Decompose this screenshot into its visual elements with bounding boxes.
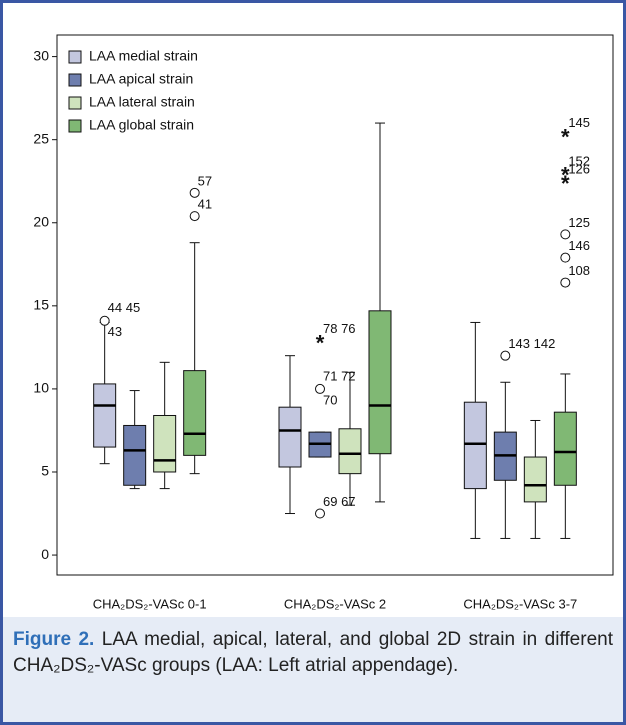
- y-tick-label: 10: [33, 380, 49, 396]
- legend-label: LAA global strain: [89, 117, 194, 133]
- box: [553, 411, 577, 486]
- outlier-label: 143 142: [508, 336, 555, 351]
- y-tick-label: 5: [41, 463, 49, 479]
- box: [278, 406, 302, 468]
- outlier-label: 152: [568, 153, 590, 168]
- legend-swatch: [68, 50, 82, 64]
- x-tick-label: CHA₂DS₂-VASc 0-1: [93, 596, 207, 611]
- legend-label: LAA medial strain: [89, 48, 198, 64]
- box: [183, 370, 207, 456]
- legend-swatch: [68, 73, 82, 87]
- outlier-star: *: [561, 171, 570, 196]
- outlier-label: 78 76: [323, 321, 356, 336]
- box: [123, 424, 147, 486]
- y-tick-label: 25: [33, 130, 49, 146]
- outlier: [315, 508, 325, 519]
- outlier-star: *: [561, 125, 570, 150]
- legend-label: LAA apical strain: [89, 71, 193, 87]
- outlier-star: *: [316, 331, 325, 356]
- legend-label: LAA lateral strain: [89, 94, 195, 110]
- box: [338, 428, 362, 475]
- x-tick-label: CHA₂DS₂-VASc 2: [284, 596, 386, 611]
- outlier-label: 146: [568, 238, 590, 253]
- outlier-label: 145: [568, 115, 590, 130]
- y-tick-label: 20: [33, 213, 49, 229]
- legend-swatch: [68, 96, 82, 110]
- y-tick-label: 0: [41, 546, 49, 562]
- outlier-label: 126: [568, 162, 590, 177]
- outlier-label: 125: [568, 215, 590, 230]
- caption-label: Figure 2.: [13, 629, 95, 650]
- outlier-label: 44 45: [108, 300, 141, 315]
- outlier: [560, 277, 571, 288]
- outlier: [99, 315, 110, 326]
- outlier-label: 41: [198, 197, 212, 212]
- caption-text: LAA medial, apical, lateral, and global …: [13, 629, 613, 676]
- box: [368, 310, 392, 455]
- outlier: [315, 383, 325, 394]
- outlier-star: *: [561, 163, 570, 188]
- box: [153, 414, 177, 473]
- outlier-label: 70: [323, 392, 337, 407]
- outlier-label: 108: [568, 263, 590, 278]
- outlier: [560, 229, 571, 240]
- outlier-label: 43: [108, 324, 122, 339]
- caption: Figure 2. LAA medial, apical, lateral, a…: [3, 617, 623, 722]
- box: [523, 456, 547, 503]
- x-tick-label: CHA₂DS₂-VASc 3-7: [463, 596, 577, 611]
- outlier: [189, 187, 200, 198]
- outlier: [500, 350, 511, 361]
- chart: 0 5 10 15 20 25 30 CHA₂DS₂-VASc 0-1 44 45 43 57 41 C…: [33, 34, 614, 611]
- outlier: [560, 252, 571, 263]
- outlier-label: 57: [198, 173, 212, 188]
- legend-swatch: [68, 119, 82, 133]
- box: [463, 401, 487, 490]
- outlier-label: 71 72: [323, 368, 356, 383]
- outlier-label: 69 67: [323, 494, 356, 509]
- y-tick-label: 15: [33, 297, 49, 313]
- box: [93, 383, 117, 448]
- plot-frame: [56, 34, 614, 576]
- y-tick-label: 30: [33, 47, 49, 63]
- outlier: [189, 211, 200, 222]
